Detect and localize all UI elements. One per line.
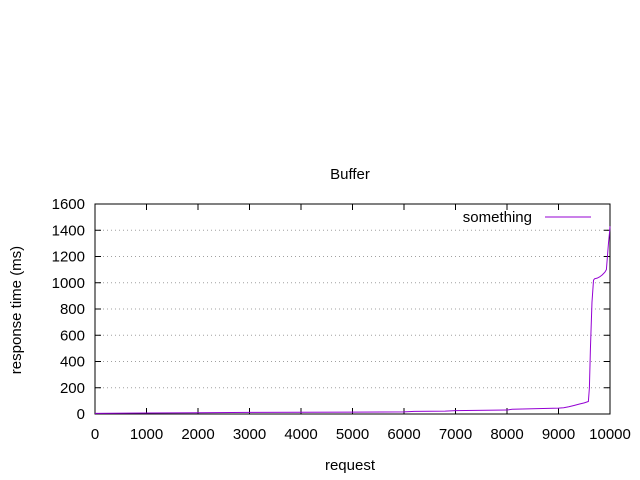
series-line — [94, 226, 611, 414]
chart-title: Buffer — [330, 166, 370, 183]
series-layer — [94, 226, 611, 414]
x-tick-label: 5000 — [336, 426, 369, 443]
x-tick-label: 1000 — [130, 426, 163, 443]
x-tick-label: 9000 — [542, 426, 575, 443]
x-axis-label: request — [325, 457, 376, 474]
x-tick-label: 7000 — [439, 426, 472, 443]
y-tick-label: 1600 — [52, 196, 85, 213]
y-tick-label: 200 — [60, 380, 85, 397]
legend-label: something — [463, 209, 532, 226]
grid-lines — [95, 229, 610, 389]
y-tick-label: 600 — [60, 327, 85, 344]
x-tick-label: 6000 — [387, 426, 420, 443]
y-tick-label: 1000 — [52, 275, 85, 292]
axis-ticks: 0 200 400 600 800 1000 1200 1400 1600 0 1000 2000 30… — [52, 196, 631, 443]
y-axis-label: response time (ms) — [8, 246, 25, 374]
x-tick-label: 4000 — [284, 426, 317, 443]
x-tick-label: 0 — [91, 426, 99, 443]
plot-border — [94, 203, 611, 415]
legend: something — [463, 209, 591, 226]
y-tick-label: 1400 — [52, 222, 85, 239]
x-tick-label: 2000 — [181, 426, 214, 443]
y-tick-label: 1200 — [52, 249, 85, 266]
x-tick-label: 10000 — [589, 426, 631, 443]
x-tick-label: 8000 — [490, 426, 523, 443]
y-tick-label: 800 — [60, 301, 85, 318]
y-tick-label: 0 — [77, 406, 85, 423]
y-tick-label: 400 — [60, 354, 85, 371]
x-tick-label: 3000 — [233, 426, 266, 443]
